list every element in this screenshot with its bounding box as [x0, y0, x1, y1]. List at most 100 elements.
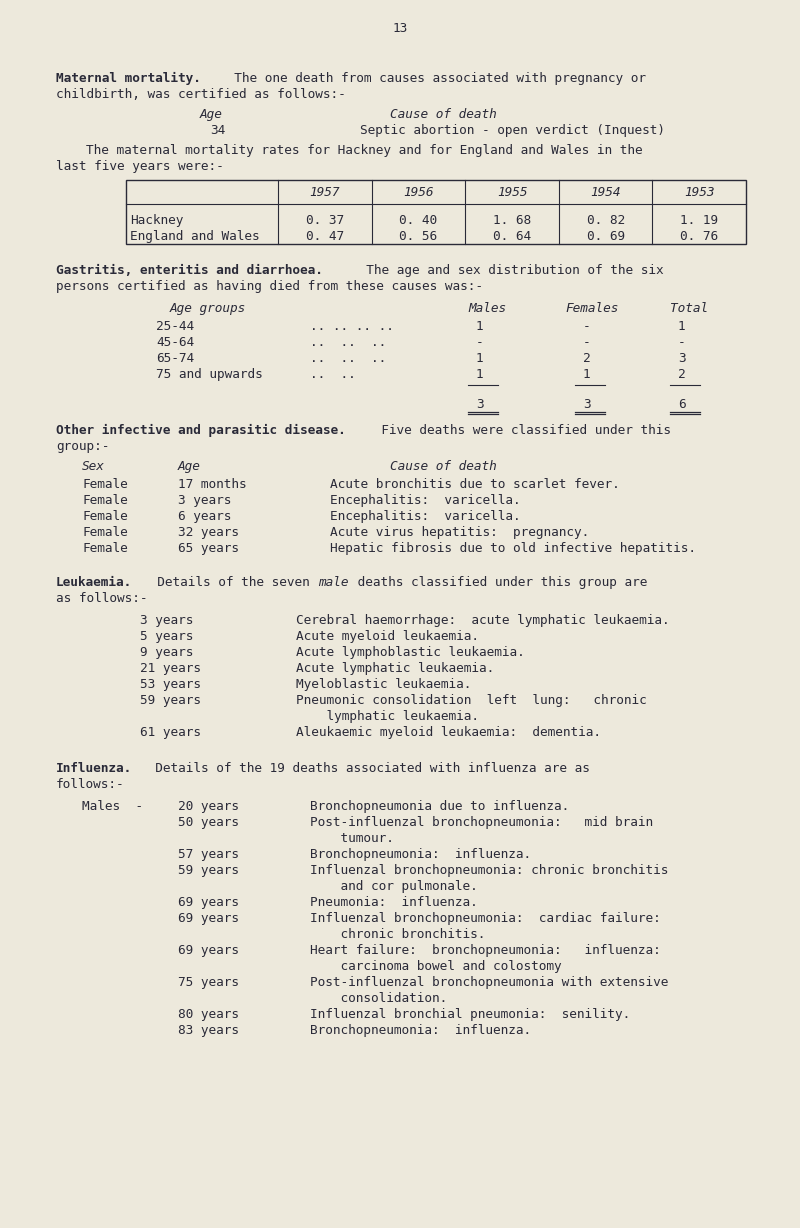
Text: England and Wales: England and Wales — [130, 230, 260, 243]
Text: 53 years: 53 years — [140, 678, 201, 691]
Text: Total: Total — [670, 302, 708, 316]
Text: 0. 47: 0. 47 — [306, 230, 344, 243]
Text: Other infective and parasitic disease.: Other infective and parasitic disease. — [56, 424, 346, 437]
Text: 1: 1 — [476, 352, 484, 365]
Text: 1954: 1954 — [590, 185, 621, 199]
Text: Leukaemia.: Leukaemia. — [56, 576, 132, 589]
Text: group:-: group:- — [56, 440, 110, 453]
Text: 69 years: 69 years — [178, 944, 239, 957]
Text: 1953: 1953 — [684, 185, 714, 199]
Text: persons certified as having died from these causes was:-: persons certified as having died from th… — [56, 280, 483, 293]
Text: 65-74: 65-74 — [156, 352, 194, 365]
Text: Myeloblastic leukaemia.: Myeloblastic leukaemia. — [296, 678, 471, 691]
Text: ..  ..: .. .. — [310, 368, 356, 381]
Text: Septic abortion - open verdict (Inquest): Septic abortion - open verdict (Inquest) — [360, 124, 665, 138]
Text: tumour.: tumour. — [310, 833, 394, 845]
Text: 3: 3 — [476, 398, 484, 411]
Text: 1: 1 — [476, 321, 484, 333]
Text: Influenza.: Influenza. — [56, 763, 132, 775]
Text: 5 years: 5 years — [140, 630, 194, 643]
Text: Cause of death: Cause of death — [390, 460, 497, 473]
Text: Post-influenzal bronchopneumonia with extensive: Post-influenzal bronchopneumonia with ex… — [310, 976, 668, 989]
Text: 1. 19: 1. 19 — [680, 214, 718, 227]
Text: 0. 64: 0. 64 — [493, 230, 531, 243]
Text: The age and sex distribution of the six: The age and sex distribution of the six — [351, 264, 664, 278]
Text: 59 years: 59 years — [178, 865, 239, 877]
Text: Sex: Sex — [82, 460, 105, 473]
Text: Age: Age — [200, 108, 223, 122]
Text: -: - — [476, 336, 484, 349]
Text: 83 years: 83 years — [178, 1024, 239, 1036]
Text: Age groups: Age groups — [170, 302, 246, 316]
Text: Maternal mortality.: Maternal mortality. — [56, 72, 201, 85]
Text: Hackney: Hackney — [130, 214, 183, 227]
Text: 1: 1 — [583, 368, 590, 381]
Text: Cerebral haemorrhage:  acute lymphatic leukaemia.: Cerebral haemorrhage: acute lymphatic le… — [296, 614, 670, 628]
Text: 75 years: 75 years — [178, 976, 239, 989]
Text: 1. 68: 1. 68 — [493, 214, 531, 227]
Text: Females: Females — [565, 302, 618, 316]
Text: -: - — [583, 336, 590, 349]
Text: 45-64: 45-64 — [156, 336, 194, 349]
Text: Pneumonic consolidation  left  lung:   chronic: Pneumonic consolidation left lung: chron… — [296, 694, 646, 707]
Text: 20 years: 20 years — [178, 799, 239, 813]
Text: ..  ..  ..: .. .. .. — [310, 352, 386, 365]
Text: 59 years: 59 years — [140, 694, 201, 707]
Text: 3 years: 3 years — [178, 494, 231, 507]
Text: deaths classified under this group are: deaths classified under this group are — [350, 576, 647, 589]
Text: Female: Female — [82, 510, 128, 523]
Text: Encephalitis:  varicella.: Encephalitis: varicella. — [330, 494, 521, 507]
Text: 2: 2 — [678, 368, 686, 381]
Text: 6: 6 — [678, 398, 686, 411]
Text: Pneumonia:  influenza.: Pneumonia: influenza. — [310, 896, 478, 909]
Text: Acute lymphatic leukaemia.: Acute lymphatic leukaemia. — [296, 662, 494, 675]
Text: 32 years: 32 years — [178, 526, 239, 539]
Text: 25-44: 25-44 — [156, 321, 194, 333]
Text: childbirth, was certified as follows:-: childbirth, was certified as follows:- — [56, 88, 346, 101]
Text: 75 and upwards: 75 and upwards — [156, 368, 262, 381]
Text: 1: 1 — [476, 368, 484, 381]
Bar — [126, 181, 746, 244]
Text: Post-influenzal bronchopneumonia:   mid brain: Post-influenzal bronchopneumonia: mid br… — [310, 815, 653, 829]
Text: 61 years: 61 years — [140, 726, 201, 739]
Text: 65 years: 65 years — [178, 542, 239, 555]
Text: Age: Age — [178, 460, 201, 473]
Text: 0. 69: 0. 69 — [586, 230, 625, 243]
Text: Influenzal bronchial pneumonia:  senility.: Influenzal bronchial pneumonia: senility… — [310, 1008, 630, 1020]
Text: -: - — [583, 321, 590, 333]
Text: Female: Female — [82, 542, 128, 555]
Text: 3 years: 3 years — [140, 614, 194, 628]
Text: 69 years: 69 years — [178, 912, 239, 925]
Text: 1955: 1955 — [497, 185, 527, 199]
Text: Female: Female — [82, 526, 128, 539]
Text: 34: 34 — [210, 124, 226, 138]
Text: 0. 56: 0. 56 — [399, 230, 438, 243]
Text: ..  ..  ..: .. .. .. — [310, 336, 386, 349]
Text: 6 years: 6 years — [178, 510, 231, 523]
Text: Bronchopneumonia:  influenza.: Bronchopneumonia: influenza. — [310, 1024, 531, 1036]
Text: carcinoma bowel and colostomy: carcinoma bowel and colostomy — [310, 960, 562, 973]
Text: Acute myeloid leukaemia.: Acute myeloid leukaemia. — [296, 630, 479, 643]
Text: Encephalitis:  varicella.: Encephalitis: varicella. — [330, 510, 521, 523]
Text: 17 months: 17 months — [178, 478, 246, 491]
Text: 69 years: 69 years — [178, 896, 239, 909]
Text: Hepatic fibrosis due to old infective hepatitis.: Hepatic fibrosis due to old infective he… — [330, 542, 696, 555]
Text: Cause of death: Cause of death — [390, 108, 497, 122]
Text: Details of the 19 deaths associated with influenza are as: Details of the 19 deaths associated with… — [140, 763, 590, 775]
Text: 3: 3 — [583, 398, 590, 411]
Text: as follows:-: as follows:- — [56, 592, 147, 605]
Text: .. .. .. ..: .. .. .. .. — [310, 321, 394, 333]
Text: Female: Female — [82, 494, 128, 507]
Text: 21 years: 21 years — [140, 662, 201, 675]
Text: lymphatic leukaemia.: lymphatic leukaemia. — [296, 710, 479, 723]
Text: -: - — [678, 336, 686, 349]
Text: Five deaths were classified under this: Five deaths were classified under this — [366, 424, 671, 437]
Text: Influenzal bronchopneumonia: chronic bronchitis: Influenzal bronchopneumonia: chronic bro… — [310, 865, 668, 877]
Text: Heart failure:  bronchopneumonia:   influenza:: Heart failure: bronchopneumonia: influen… — [310, 944, 661, 957]
Text: Acute bronchitis due to scarlet fever.: Acute bronchitis due to scarlet fever. — [330, 478, 620, 491]
Text: 80 years: 80 years — [178, 1008, 239, 1020]
Text: consolidation.: consolidation. — [310, 992, 447, 1005]
Text: 0. 40: 0. 40 — [399, 214, 438, 227]
Text: 0. 37: 0. 37 — [306, 214, 344, 227]
Text: and cor pulmonale.: and cor pulmonale. — [310, 880, 478, 893]
